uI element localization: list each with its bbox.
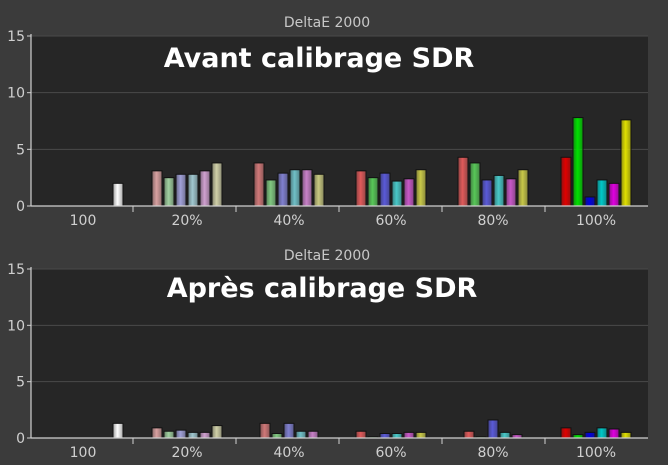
- bar-60%-6: [415, 169, 427, 207]
- bar-20%-4: [187, 431, 199, 439]
- bar-80%-6: [517, 169, 529, 207]
- bar-60%-3: [379, 432, 391, 439]
- bar-60%-2: [367, 177, 379, 207]
- bar-40%-2: [265, 179, 277, 207]
- bar-100%-2: [572, 117, 584, 207]
- bar-60%-5: [403, 178, 415, 207]
- chart-apres-calibrage: DeltaE 2000 0 5 10 15 100 20% 40% 60% 80% 100% A…: [7, 248, 648, 461]
- x-tick-label: 20%: [171, 445, 202, 461]
- bar-40%-6: [313, 173, 325, 207]
- bar-40%-1: [253, 162, 265, 207]
- bar-100%-6: [620, 119, 632, 207]
- bar-20%-5: [199, 431, 211, 439]
- bar-100%-1: [560, 427, 572, 439]
- bar-100%-3: [584, 431, 596, 439]
- bar-40%-2: [271, 432, 283, 439]
- bar-40%-5: [307, 430, 319, 439]
- axes: [27, 34, 648, 212]
- bar-80%-2: [469, 162, 481, 207]
- x-tick-label: 80%: [477, 445, 508, 461]
- bar-80%-3: [481, 179, 493, 207]
- chart-title: DeltaE 2000: [284, 15, 370, 31]
- x-tick-label: 40%: [273, 213, 304, 229]
- bar-80%-5: [505, 178, 517, 207]
- bar-100%-4: [596, 179, 608, 207]
- y-tick-label: 0: [16, 431, 25, 447]
- bar-20%-5: [199, 170, 211, 207]
- x-tick-label: 100: [70, 445, 97, 461]
- bar-80%-1: [463, 430, 475, 439]
- chart-avant-calibrage: DeltaE 2000 0 5 10 15 100 20% 40% 60% 80% 100% A…: [7, 15, 648, 229]
- bar-60%-4: [391, 180, 403, 207]
- bar-20%-6: [211, 162, 223, 207]
- bar-100%-1: [560, 156, 572, 207]
- chart-title: DeltaE 2000: [284, 248, 370, 264]
- bar-20%-2: [163, 430, 175, 439]
- bar-40%-5: [301, 169, 313, 207]
- y-tick-label: 15: [7, 29, 25, 45]
- bar-100%-6: [620, 431, 632, 439]
- y-tick-label: 10: [7, 318, 25, 334]
- x-tick-labels: 100 20% 40% 60% 80% 100%: [70, 213, 616, 229]
- bar-60%-1: [355, 170, 367, 207]
- bar-80%-1: [457, 156, 469, 207]
- plot-area: [31, 269, 648, 438]
- bar-60%-4: [391, 432, 403, 439]
- bar-60%-1: [355, 430, 367, 439]
- bar-60%-5: [403, 431, 415, 439]
- bar-60%-6: [415, 431, 427, 439]
- grid-lines: [31, 268, 648, 383]
- y-tick-label: 15: [7, 262, 25, 278]
- bar-60%-3: [379, 172, 391, 207]
- plot-area: [31, 36, 648, 206]
- y-tick-label: 0: [16, 199, 25, 215]
- bar-40%-1: [259, 422, 271, 439]
- x-tick-label: 60%: [375, 445, 406, 461]
- bar-80%-3: [487, 419, 499, 439]
- x-tick-label: 100%: [576, 445, 616, 461]
- y-tick-label: 10: [7, 86, 25, 102]
- x-tick-label: 100%: [576, 213, 616, 229]
- bar-100%-4: [596, 427, 608, 439]
- y-tick-labels: 0 5 10 15: [7, 262, 25, 447]
- bar-40%-3: [277, 172, 289, 207]
- bar-100-1: [112, 182, 124, 207]
- overlay-title: Avant calibrage SDR: [164, 43, 475, 74]
- x-tick-label: 100: [70, 213, 97, 229]
- y-tick-labels: 0 5 10 15: [7, 29, 25, 215]
- bar-100%-5: [608, 428, 620, 439]
- bar-20%-1: [151, 170, 163, 207]
- overlay-title: Après calibrage SDR: [167, 273, 478, 304]
- bar-20%-2: [163, 177, 175, 207]
- bar-20%-1: [151, 427, 163, 439]
- bar-80%-4: [493, 174, 505, 207]
- bar-40%-4: [289, 169, 301, 207]
- y-tick-label: 5: [16, 375, 25, 391]
- bar-40%-4: [295, 430, 307, 439]
- x-tick-label: 40%: [273, 445, 304, 461]
- bar-80%-4: [499, 431, 511, 439]
- bar-100-1: [112, 422, 124, 439]
- bar-100%-3: [584, 196, 596, 207]
- x-tick-label: 60%: [375, 213, 406, 229]
- x-tick-labels: 100 20% 40% 60% 80% 100%: [70, 445, 616, 461]
- y-tick-label: 5: [16, 142, 25, 158]
- grid-lines: [31, 35, 648, 150]
- bar-20%-4: [187, 173, 199, 207]
- bar-100%-5: [608, 182, 620, 207]
- bar-20%-3: [175, 173, 187, 207]
- x-tick-label: 20%: [171, 213, 202, 229]
- bar-20%-3: [175, 429, 187, 439]
- bar-20%-6: [211, 425, 223, 439]
- axes: [27, 267, 648, 444]
- x-tick-label: 80%: [477, 213, 508, 229]
- bar-40%-3: [283, 422, 295, 439]
